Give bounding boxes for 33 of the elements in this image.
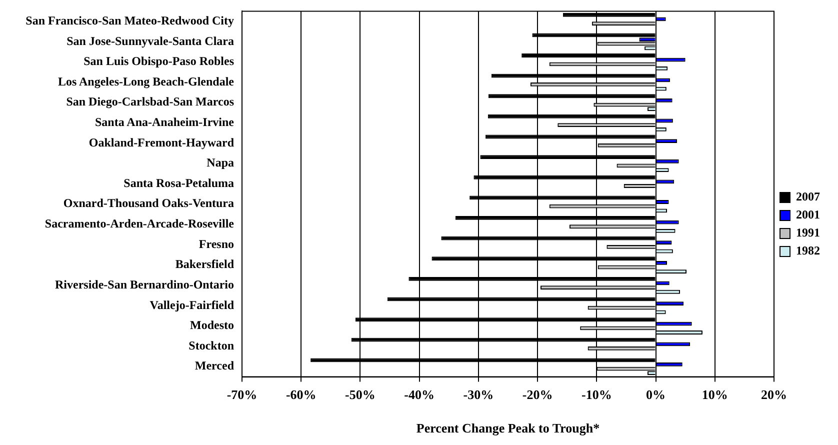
y-tick-label: Merced xyxy=(194,358,234,373)
y-tick-label: Sacramento-Arden-Arcade-Roseville xyxy=(44,216,235,231)
y-tick-label: Modesto xyxy=(190,318,234,332)
y-tick-label: Napa xyxy=(206,156,234,170)
x-tick-label: -70% xyxy=(226,386,258,402)
x-tick-label: 10% xyxy=(702,386,728,402)
y-tick-label: San Jose-Sunnyvale-Santa Clara xyxy=(66,34,234,48)
y-tick-label: Santa Ana-Anaheim-Irvine xyxy=(94,115,235,130)
legend-label: 2007 xyxy=(796,190,820,204)
x-tick-label: -60% xyxy=(286,386,316,402)
y-tick-label: Bakersfield xyxy=(175,257,234,272)
x-tick-label: -40% xyxy=(404,386,435,402)
legend-label: 1991 xyxy=(796,226,820,240)
x-tick-label: 0% xyxy=(646,386,666,402)
y-tick-label: Oxnard-Thousand Oaks-Ventura xyxy=(63,196,234,210)
y-tick-label: Oakland-Fremont-Hayward xyxy=(88,135,234,150)
x-tick-label: -10% xyxy=(581,386,612,402)
x-tick-label: -30% xyxy=(463,386,494,402)
y-tick-label: Stockton xyxy=(188,338,234,352)
y-tick-label: Riverside-San Bernardino-Ontario xyxy=(55,277,234,292)
legend-label: 2001 xyxy=(796,208,820,222)
y-tick-label: Santa Rosa-Petaluma xyxy=(124,176,234,190)
y-tick-label: Fresno xyxy=(198,236,234,251)
x-tick-label: -20% xyxy=(522,386,553,402)
y-tick-label: San Francisco-San Mateo-Redwood City xyxy=(26,13,234,28)
y-tick-label: San Diego-Carlsbad-San Marcos xyxy=(66,94,234,109)
y-tick-label: Los Angeles-Long Beach-Glendale xyxy=(58,74,235,88)
x-tick-label: -50% xyxy=(345,386,376,402)
y-tick-label: San Luis Obispo-Paso Robles xyxy=(84,54,234,68)
x-axis-title: Percent Change Peak to Trough* xyxy=(416,420,600,436)
x-tick-label: 20% xyxy=(761,386,787,402)
legend-label: 1982 xyxy=(796,244,820,258)
y-tick-label: Vallejo-Fairfield xyxy=(150,298,234,312)
